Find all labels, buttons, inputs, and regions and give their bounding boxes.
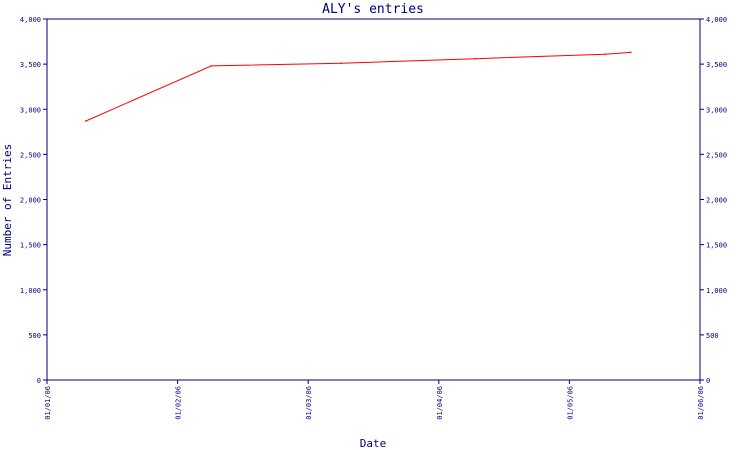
y-axis-left: 0 500 1,000 1,500 2,000 2,500 3,000 3,500 4,000 (20, 16, 47, 385)
x-axis: 01/01/06 01/02/06 01/03/06 01/04/06 01/05/06… (44, 380, 705, 420)
x-tick-label: 01/05/06 (566, 386, 574, 420)
x-tick-label: 01/06/06 (697, 386, 705, 420)
series-line (85, 51, 631, 122)
y-tick-label-left: 1,000 (20, 287, 41, 295)
data-point (604, 53, 606, 55)
data-point (474, 57, 476, 60)
y-tick-label-left: 4,000 (20, 16, 41, 24)
x-tick-label: 01/03/06 (305, 386, 313, 420)
chart-title: ALY's entries (322, 2, 424, 17)
data-point (210, 65, 213, 67)
data-point (340, 62, 342, 65)
y-tick-label-right: 3,500 (706, 61, 727, 69)
data-point (85, 120, 87, 122)
y-tick-label-right: 500 (706, 332, 719, 340)
y-tick-label-left: 500 (28, 332, 41, 340)
x-tick-label: 01/04/06 (436, 386, 444, 420)
x-axis-title: Date (360, 437, 387, 450)
data-point (630, 51, 632, 54)
plot-frame (46, 18, 701, 381)
x-tick-label: 01/02/06 (175, 386, 183, 420)
y-tick-label-left: 1,500 (20, 242, 41, 250)
y-tick-label-left: 2,000 (20, 197, 41, 205)
plot-area (46, 18, 701, 381)
y-tick-label-right: 4,000 (706, 16, 727, 24)
y-tick-label-left: 3,500 (20, 61, 41, 69)
x-tick-label: 01/01/06 (44, 386, 52, 420)
y-tick-label-right: 1,500 (706, 242, 727, 250)
series-layer (85, 51, 632, 122)
y-axis-right: 0 500 1,000 1,500 2,000 2,500 3,000 3,500 4,000 (700, 16, 727, 385)
y-tick-label-right: 2,000 (706, 197, 727, 205)
y-axis-title: Number of Entries (1, 144, 14, 257)
y-tick-label-right: 3,000 (706, 106, 727, 114)
y-tick-label-left: 2,500 (20, 151, 41, 159)
y-tick-label-left: 0 (37, 377, 41, 385)
y-tick-label-right: 0 (706, 377, 710, 385)
y-tick-label-right: 1,000 (706, 287, 727, 295)
y-tick-label-right: 2,500 (706, 151, 727, 159)
y-tick-label-left: 3,000 (20, 106, 41, 114)
